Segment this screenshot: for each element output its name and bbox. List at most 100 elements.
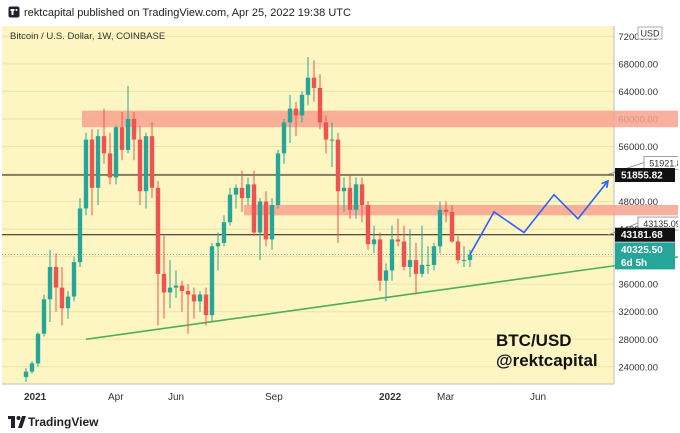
- candle-body: [431, 246, 437, 265]
- candle: [191, 287, 197, 319]
- candle: [77, 198, 83, 267]
- candle: [137, 125, 143, 205]
- candle-body: [425, 264, 431, 266]
- candle: [359, 177, 365, 223]
- candle-body: [293, 108, 299, 116]
- candle: [35, 332, 41, 367]
- candle: [251, 170, 257, 236]
- candle: [383, 263, 389, 302]
- candle-body: [419, 264, 425, 274]
- candle-body: [329, 139, 335, 141]
- candle: [41, 294, 47, 337]
- candle: [53, 253, 59, 312]
- candle: [203, 287, 209, 326]
- watermark-line: @rektcapital: [496, 351, 598, 370]
- price-tag-box: [615, 242, 675, 257]
- price-tag-box: [615, 227, 675, 242]
- watermark-line: BTC/USD: [496, 331, 572, 350]
- candle-body: [209, 246, 215, 316]
- candle-body: [53, 266, 59, 288]
- candle-body: [443, 209, 449, 212]
- candle-body: [149, 136, 155, 188]
- x-tick-label: 2022: [379, 392, 402, 403]
- candle-body: [71, 262, 77, 297]
- candle: [437, 201, 443, 254]
- candle: [395, 218, 401, 247]
- price-tag-label: 43181.68: [621, 230, 663, 241]
- candle: [371, 225, 377, 254]
- candle: [215, 232, 221, 271]
- candle: [89, 129, 95, 216]
- candle: [29, 361, 35, 374]
- candle: [167, 260, 173, 309]
- candle-body: [413, 260, 419, 274]
- callout-label: 51921.83: [649, 159, 678, 169]
- candle: [107, 132, 113, 185]
- candle-body: [23, 371, 29, 378]
- candle-body: [125, 118, 131, 150]
- candle: [245, 177, 251, 205]
- candle-body: [179, 285, 185, 292]
- candle: [287, 94, 293, 144]
- y-tick-label: 28000.00: [618, 335, 658, 346]
- candle-body: [287, 108, 293, 123]
- price-tag: 40325.50: [615, 242, 675, 257]
- publish-header: rektcapital published on TradingView.com…: [0, 0, 680, 26]
- candle: [257, 198, 263, 261]
- candle-body: [131, 118, 137, 140]
- candle: [185, 284, 191, 334]
- tradingview-logo-icon: [8, 416, 26, 428]
- candle: [347, 174, 353, 219]
- candle-body: [335, 139, 341, 192]
- candle-body: [143, 136, 149, 192]
- candle: [101, 108, 107, 164]
- candle: [311, 60, 317, 102]
- candle: [335, 132, 341, 243]
- price-tag: 6d 5h: [615, 255, 675, 270]
- price-tag-box: [615, 255, 675, 270]
- candle: [197, 291, 203, 312]
- candle-body: [395, 239, 401, 242]
- candle-body: [353, 184, 359, 210]
- currency-badge-box: [637, 26, 663, 40]
- candle: [269, 198, 275, 250]
- candle-body: [305, 77, 311, 95]
- candle-body: [65, 296, 71, 309]
- candle-body: [359, 184, 365, 205]
- candle: [161, 235, 167, 319]
- candle-body: [29, 363, 35, 372]
- candle: [431, 242, 437, 271]
- candle: [59, 266, 65, 326]
- y-tick-label: 48000.00: [618, 197, 658, 208]
- candle-body: [377, 239, 383, 281]
- candle: [455, 235, 461, 264]
- candle: [467, 249, 473, 267]
- candle: [239, 170, 245, 212]
- x-tick-label: Mar: [437, 392, 455, 403]
- price-tag-label: 51855.82: [621, 171, 663, 182]
- x-tick-label: Apr: [108, 392, 124, 403]
- price-chart[interactable]: 72000.0068000.0064000.0060000.0056000.00…: [2, 26, 680, 411]
- y-axis: 72000.0068000.0064000.0060000.0056000.00…: [618, 32, 658, 373]
- price-tag-box: [615, 168, 675, 183]
- candle-body: [389, 239, 395, 271]
- x-tick-label: Jun: [530, 392, 546, 403]
- symbol-label: Bitcoin / U.S. Dollar, 1W, COINBASE: [10, 31, 165, 42]
- candle-body: [269, 205, 275, 240]
- candle-body: [449, 211, 455, 242]
- candle-body: [257, 201, 263, 233]
- candle-body: [383, 270, 389, 281]
- y-tick-label: 36000.00: [618, 280, 658, 291]
- candle-body: [47, 266, 53, 300]
- candle-body: [407, 260, 413, 267]
- x-tick-label: Jun: [168, 392, 184, 403]
- chart-svg[interactable]: 72000.0068000.0064000.0060000.0056000.00…: [2, 26, 680, 411]
- candle-body: [221, 222, 227, 243]
- candle-body: [347, 187, 353, 210]
- candle: [323, 115, 329, 154]
- candle: [389, 225, 395, 281]
- candle-body: [455, 241, 461, 261]
- candle-body: [101, 136, 107, 154]
- candle: [401, 225, 407, 271]
- candle-body: [185, 291, 191, 295]
